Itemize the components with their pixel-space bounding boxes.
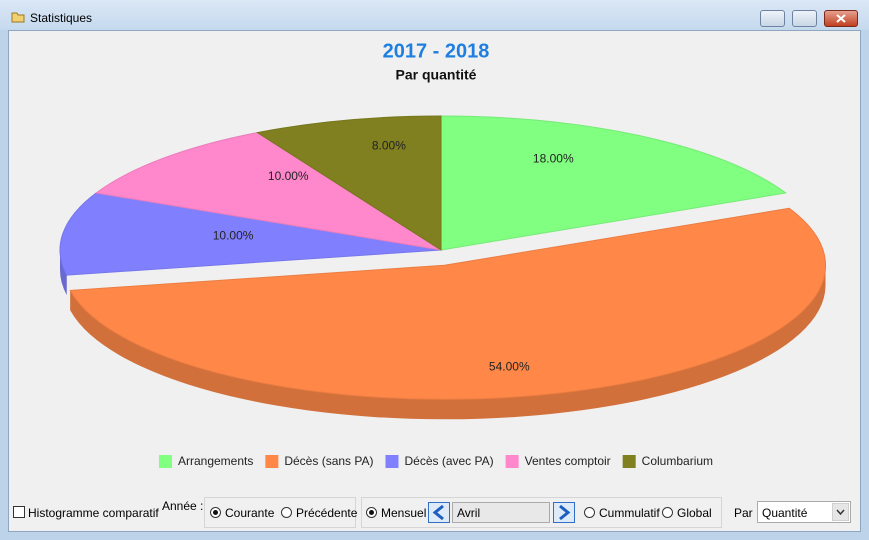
- radio-label[interactable]: Précédente: [296, 506, 358, 520]
- by-select[interactable]: Quantité: [757, 501, 851, 523]
- legend-label: Arrangements: [178, 454, 253, 468]
- radio[interactable]: [210, 507, 221, 518]
- minimize-button[interactable]: [760, 10, 785, 27]
- chart-title: 2017 - 2018: [383, 40, 490, 62]
- legend-item: Décès (avec PA): [385, 454, 494, 468]
- close-button[interactable]: [824, 10, 858, 27]
- slice: [95, 132, 442, 251]
- radio[interactable]: [281, 507, 292, 518]
- slice: [69, 207, 826, 400]
- legend-swatch: [265, 455, 279, 468]
- radio[interactable]: [584, 507, 595, 518]
- legend-item: Columbarium: [622, 454, 713, 468]
- slice-side: [60, 250, 67, 296]
- data-label: 8.00%: [372, 138, 406, 152]
- year-group: [204, 497, 356, 528]
- legend-swatch: [158, 455, 172, 468]
- legend-label: Ventes comptoir: [525, 454, 611, 468]
- legend-item: Ventes comptoir: [505, 454, 611, 468]
- by-label: Par :: [734, 506, 760, 520]
- year-label: Année :: [162, 499, 204, 513]
- slice: [440, 115, 787, 251]
- chart-subtitle: Par quantité: [396, 67, 477, 83]
- legend-swatch: [505, 455, 519, 468]
- month-field[interactable]: Avril: [452, 502, 550, 523]
- data-label: 18.00%: [533, 152, 574, 166]
- window-title: Statistiques: [30, 11, 93, 25]
- slice: [59, 192, 442, 276]
- legend-swatch: [385, 455, 399, 468]
- legend-label: Décès (sans PA): [284, 454, 373, 468]
- legend-item: Décès (sans PA): [265, 454, 373, 468]
- legend-label: Columbarium: [642, 454, 713, 468]
- radio[interactable]: [366, 507, 377, 518]
- maximize-button[interactable]: [792, 10, 817, 27]
- data-label: 10.00%: [213, 229, 254, 243]
- data-label: 10.00%: [268, 169, 309, 183]
- legend-label: Décès (avec PA): [404, 454, 493, 468]
- radio[interactable]: [662, 507, 673, 518]
- checkbox-label[interactable]: Histogramme comparatif: [28, 506, 159, 520]
- legend-swatch: [622, 455, 636, 468]
- month-value: Avril: [457, 506, 481, 520]
- title-bar: Statistiques: [0, 0, 869, 30]
- legend-item: Arrangements: [158, 454, 253, 468]
- next-button[interactable]: [553, 502, 575, 523]
- radio-label[interactable]: Courante: [225, 506, 275, 520]
- data-label: 54.00%: [489, 359, 530, 373]
- chart: 2017 - 2018 Par quantité 18.00% 54.00% 10.…: [59, 40, 826, 468]
- folder-icon: [11, 12, 25, 23]
- checkbox[interactable]: [13, 506, 25, 518]
- slice: [256, 115, 442, 251]
- radio-label[interactable]: Mensuel: [381, 506, 427, 520]
- by-value: Quantité: [762, 506, 808, 520]
- previous-button[interactable]: [428, 502, 450, 523]
- radio-label[interactable]: Cummulatif: [599, 506, 660, 520]
- radio-label[interactable]: Global: [677, 506, 712, 520]
- period-group: [361, 497, 722, 528]
